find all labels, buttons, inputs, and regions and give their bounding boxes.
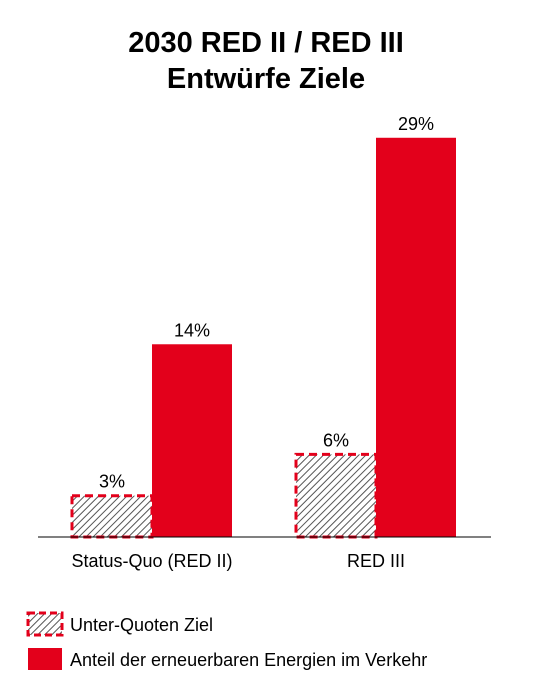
value-label-s1-c1: 29% [398, 114, 434, 134]
bar-renewables-share-1 [376, 137, 456, 537]
bar-renewables-share-0 [152, 344, 232, 537]
chart-subtitle: Entwürfe Ziele [167, 63, 365, 95]
bar-sub-target-1 [294, 452, 378, 539]
legend-swatch-hatched [26, 611, 64, 637]
legend-label-renewables-share: Anteil der erneuerbaren Energien im Verk… [70, 650, 427, 670]
labels-layer: 3% 14% Status-Quo (RED II) 6% 29% RED III [71, 114, 434, 571]
chart-title: 2030 RED II / RED III [128, 27, 404, 59]
legend-label-sub-target: Unter-Quoten Ziel [70, 615, 213, 635]
value-label-s1-c0: 14% [174, 320, 210, 340]
bar-sub-target-0 [70, 494, 154, 539]
value-label-s0-c1: 6% [323, 430, 349, 450]
category-label-1: RED III [347, 551, 405, 571]
legend-swatch-solid [28, 648, 62, 670]
category-label-0: Status-Quo (RED II) [71, 551, 232, 571]
bars-layer [70, 137, 456, 539]
value-label-s0-c0: 3% [99, 472, 125, 492]
legend: Unter-Quoten Ziel Anteil der erneuerbare… [26, 611, 427, 670]
